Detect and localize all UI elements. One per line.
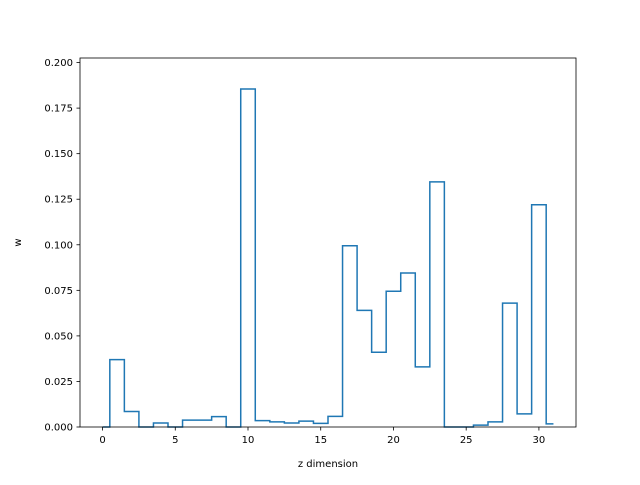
y-tick-label: 0.000: [44, 423, 73, 434]
x-tick-label: 30: [533, 435, 546, 446]
x-axis-label: z dimension: [298, 459, 358, 470]
x-tick-label: 5: [172, 435, 178, 446]
y-tick-label: 0.100: [44, 240, 73, 251]
x-tick-label: 10: [242, 435, 255, 446]
x-axis: 0 5 10 15 20 25 30: [99, 427, 545, 446]
y-tick-label: 0.075: [44, 286, 73, 297]
y-tick-label: 0.125: [44, 195, 73, 206]
y-axis-label: w: [13, 238, 24, 246]
y-tick-label: 0.150: [44, 149, 73, 160]
y-axis: 0.000 0.025 0.050 0.075 0.100 0.125 0.150 0.175…: [44, 58, 80, 434]
x-tick-label: 15: [314, 435, 327, 446]
y-tick-label: 0.025: [44, 377, 73, 388]
y-tick-label: 0.200: [44, 58, 73, 69]
y-tick-label: 0.175: [44, 104, 73, 115]
axes-frame: [79, 57, 577, 428]
x-tick-label: 25: [460, 435, 473, 446]
x-tick-label: 20: [387, 435, 400, 446]
x-tick-label: 0: [99, 435, 105, 446]
y-tick-label: 0.050: [44, 331, 73, 342]
